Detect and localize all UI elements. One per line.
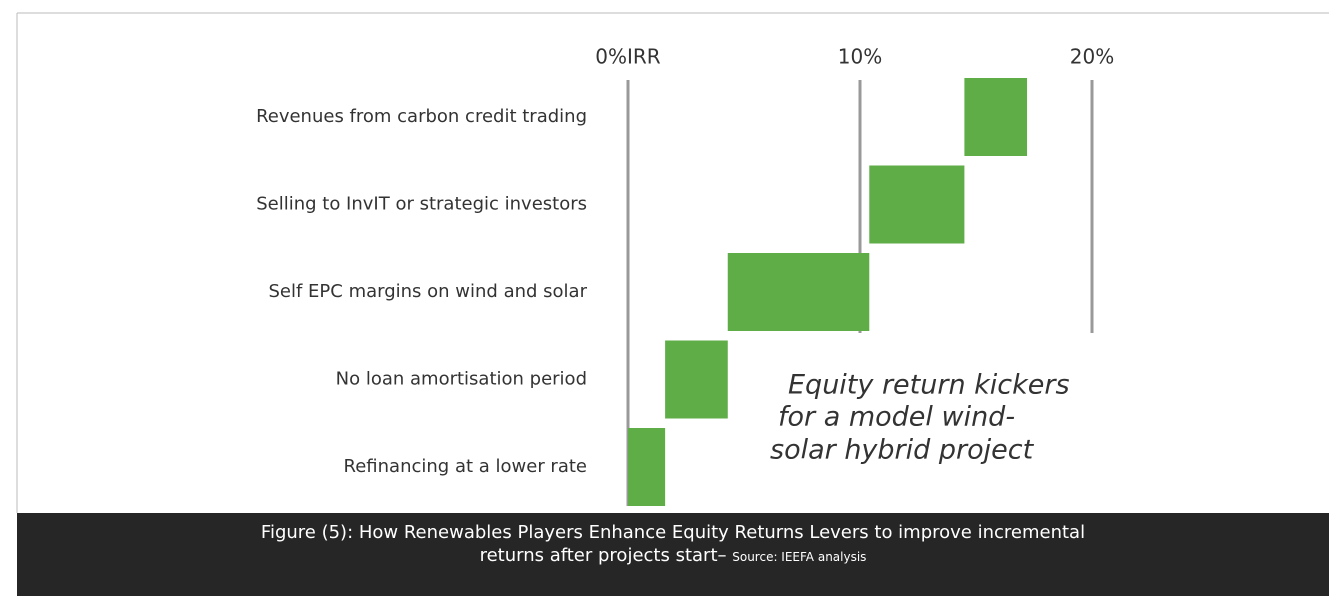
category-label: No loan amortisation period	[336, 369, 587, 390]
bar	[665, 340, 728, 419]
caption-band: Figure (5): How Renewables Players Enhan…	[17, 513, 1329, 596]
category-label: Selling to InvIT or strategic investors	[256, 194, 587, 215]
caption-line: returns after projects start– Source: IE…	[17, 544, 1329, 569]
bar	[727, 253, 870, 331]
annotation: solar hybrid project	[770, 435, 1035, 466]
x-tick-label: 0%IRR	[595, 45, 661, 69]
category-label: Refinancing at a lower rate	[344, 456, 587, 477]
category-label: Self EPC margins on wind and solar	[269, 281, 588, 302]
annotation: for a model wind-	[778, 402, 1015, 433]
source: Source: IEEFA analysis	[732, 550, 867, 564]
bar	[869, 165, 965, 244]
bar	[628, 428, 666, 506]
x-tick-label: 20%	[1070, 45, 1114, 69]
annotation: Equity return kickers	[788, 370, 1070, 401]
bar	[964, 78, 1028, 156]
x-tick-label: 10%	[838, 45, 882, 69]
caption: returns after projects start–	[479, 545, 727, 566]
category-label: Revenues from carbon credit trading	[256, 106, 587, 127]
caption: Figure (5): How Renewables Players Enhan…	[260, 522, 1086, 543]
